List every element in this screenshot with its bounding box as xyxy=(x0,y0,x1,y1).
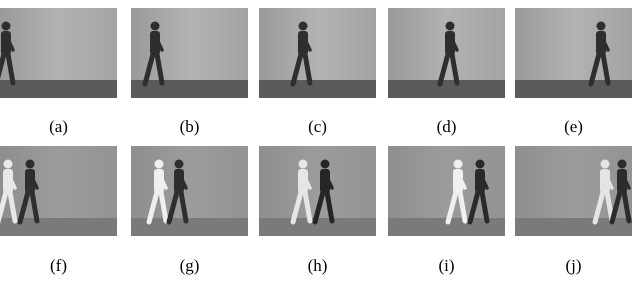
panel: (f) xyxy=(0,146,117,275)
head xyxy=(299,22,308,31)
panel: (i) xyxy=(388,146,505,275)
head xyxy=(155,160,164,169)
head xyxy=(618,160,627,169)
panel: (d) xyxy=(388,8,505,136)
head xyxy=(601,160,610,169)
head xyxy=(597,22,606,31)
head xyxy=(476,160,485,169)
panel: (c) xyxy=(259,8,376,136)
head xyxy=(454,160,463,169)
panel: (g) xyxy=(131,146,248,275)
head xyxy=(151,22,160,31)
panel: (b) xyxy=(131,8,248,136)
panel-label: (h) xyxy=(308,256,328,275)
panel-label: (d) xyxy=(437,117,457,136)
panel-label: (g) xyxy=(180,256,200,275)
head xyxy=(175,160,184,169)
head xyxy=(446,22,455,31)
panel-label: (c) xyxy=(308,117,327,136)
panel: (e) xyxy=(515,8,632,136)
head xyxy=(2,22,11,31)
head xyxy=(321,160,330,169)
panel-image-floor xyxy=(131,80,248,98)
panel-image-floor xyxy=(259,80,376,98)
panel: (h) xyxy=(259,146,376,275)
head xyxy=(299,160,308,169)
head xyxy=(26,160,35,169)
panel: (j) xyxy=(515,146,632,275)
panel-label: (i) xyxy=(438,256,454,275)
panel-label: (b) xyxy=(180,117,200,136)
panel-label: (j) xyxy=(565,256,581,275)
panel-image-floor xyxy=(0,80,117,98)
panel-label: (e) xyxy=(564,117,583,136)
panel-image-floor xyxy=(388,80,505,98)
figure: (a) (b) (c) (d) (e) (f) (g) (h) (i) (j) xyxy=(0,0,632,280)
panel-image-floor xyxy=(0,218,117,236)
panel-label: (f) xyxy=(50,256,67,275)
panel-image-floor xyxy=(515,80,632,98)
head xyxy=(4,160,13,169)
panel: (a) xyxy=(0,8,117,136)
panel-label: (a) xyxy=(49,117,68,136)
